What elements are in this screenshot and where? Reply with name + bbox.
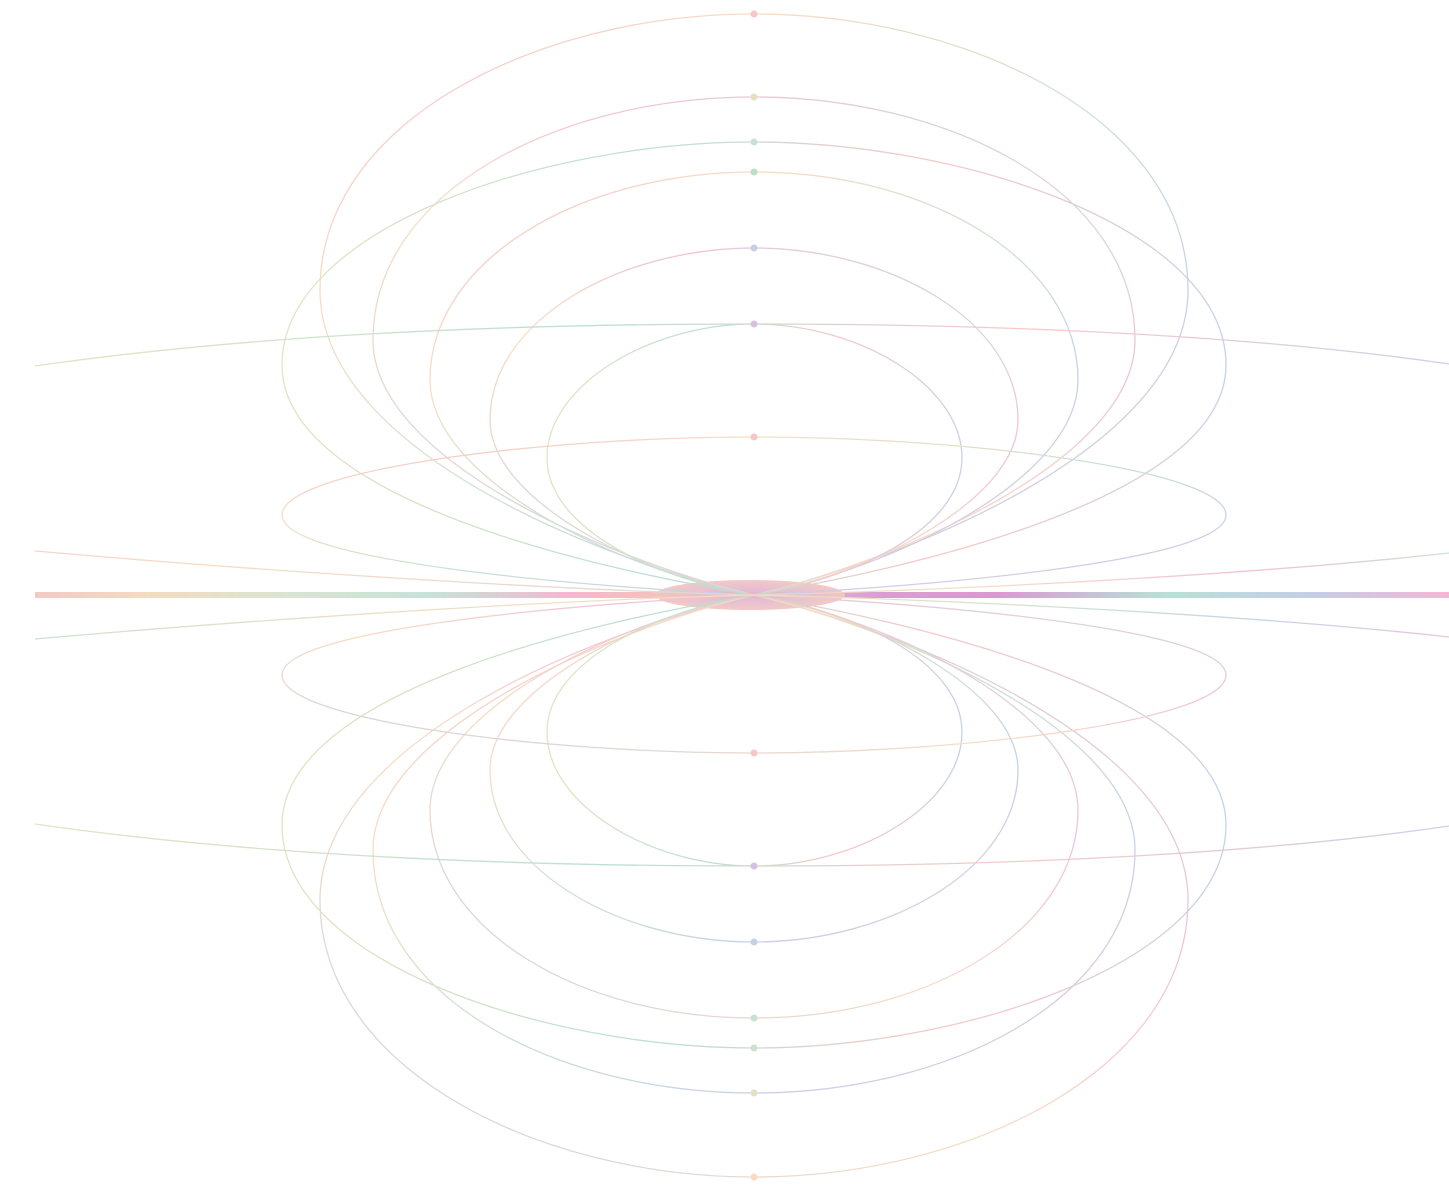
field-line-lower-8 [34,823,1449,867]
apex-dot [750,1089,758,1097]
field-line-upper-1 [319,13,1189,596]
apex-dot [750,93,758,101]
apex-dot [750,138,758,146]
field-line-upper-7 [281,436,1227,596]
apex-dot [750,938,758,946]
apex-dot [750,168,758,176]
apex-dot [750,10,758,18]
apex-dot [750,1044,758,1052]
field-line-upper-5 [489,247,1019,596]
field-line-lower-6 [546,594,963,867]
field-line-lower-3 [281,594,1227,1049]
apex-dot [750,862,758,870]
field-line-upper-6 [546,323,963,596]
apex-dot [750,433,758,441]
apex-dot [750,1014,758,1022]
field-line-lower-9 [34,594,1449,640]
apex-dots [750,10,758,1181]
field-line-lower-4 [429,594,1079,1019]
apex-dot [750,1173,758,1181]
field-line-lower-5 [489,594,1019,943]
field-line-upper-8 [34,323,1449,367]
field-line-upper-3 [281,141,1227,596]
apex-dot [750,749,758,757]
field-line-upper-4 [429,171,1079,596]
apex-dot [750,244,758,252]
field-line-lower-7 [281,594,1227,754]
apex-dot [750,320,758,328]
